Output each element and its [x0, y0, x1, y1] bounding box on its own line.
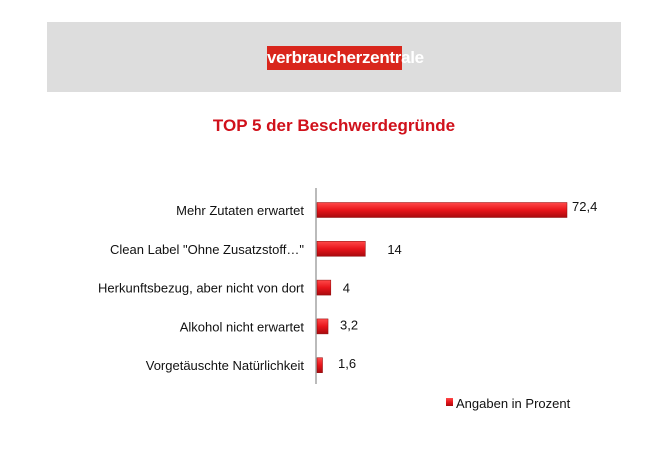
data-label: 14 [387, 242, 401, 257]
data-label: 72,4 [572, 199, 597, 214]
legend-label: Angaben in Prozent [456, 396, 571, 411]
legend-swatch [446, 398, 453, 406]
bar [316, 202, 568, 218]
category-label: Clean Label "Ohne Zusatzstoff…" [110, 242, 304, 257]
bar [316, 318, 329, 335]
data-label: 4 [343, 281, 350, 296]
data-label: 1,6 [338, 356, 356, 371]
chart-title: TOP 5 der Beschwerdegründe [212, 116, 456, 135]
header-banner: verbraucherzentrale [47, 22, 621, 92]
category-label: Vorgetäuschte Natürlichkeit [146, 358, 305, 373]
category-label: Herkunftsbezug, aber nicht von dort [98, 281, 304, 296]
category-label: Mehr Zutaten erwartet [176, 203, 304, 218]
bar [316, 357, 323, 373]
verbraucherzentrale-logo: verbraucherzentrale [267, 46, 424, 70]
bar [316, 279, 332, 296]
category-label: Alkohol nicht erwartet [180, 319, 305, 334]
data-label: 3,2 [340, 317, 358, 332]
bar [316, 241, 366, 257]
